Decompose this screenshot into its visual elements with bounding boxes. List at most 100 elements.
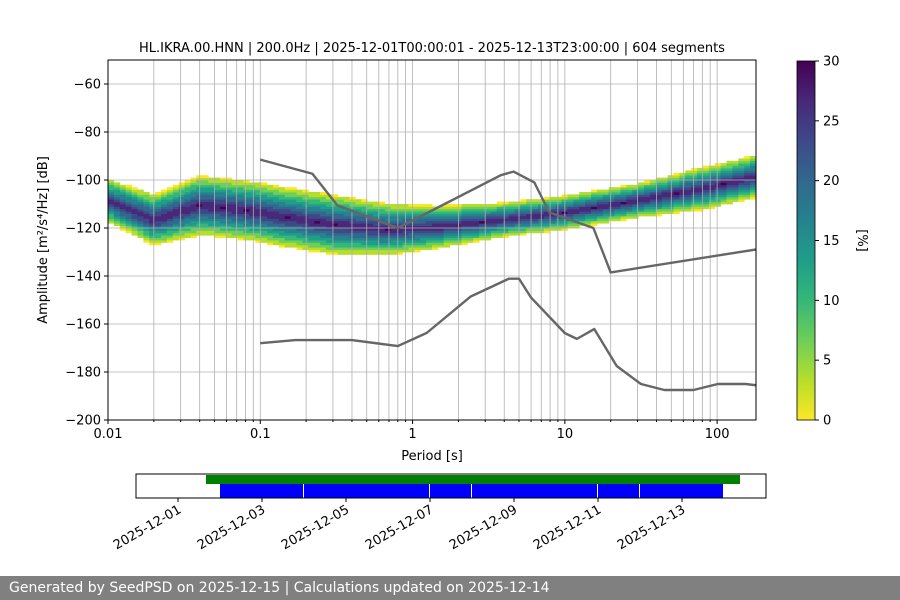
heatmap-cell [626,184,633,188]
heatmap-cell [638,201,645,205]
heatmap-cell [496,201,504,205]
heatmap-cell [614,206,621,210]
heatmap-cell [108,220,115,224]
heatmap-cell [278,240,286,243]
heatmap-cell [579,204,586,207]
heatmap-cell [702,206,710,210]
heatmap-cell [267,196,274,200]
heatmap-cell [667,199,674,202]
heatmap-cell [620,201,627,205]
heatmap-cell [473,211,480,214]
heatmap-cell [320,240,327,243]
heatmap-cell [373,213,380,217]
heatmap-cell [231,184,238,188]
heatmap-cell [591,208,598,212]
heatmap-cell [655,213,663,217]
heatmap-cell [667,194,674,198]
heatmap-cell [467,204,474,207]
heatmap-cell [178,208,185,212]
heatmap-cell [214,194,221,198]
chart-title: HL.IKRA.00.HNN | 200.0Hz | 2025-12-01T00… [139,41,725,56]
heatmap-cell [732,177,739,181]
heatmap-cell [272,228,280,231]
heatmap-cell [649,201,657,205]
heatmap-cell [178,216,185,219]
heatmap-cell [726,187,733,190]
heatmap-cell [720,163,727,166]
heatmap-cell [361,199,368,202]
heatmap-cell [219,225,227,229]
heatmap-cell [214,206,221,210]
heatmap-cell [685,192,692,195]
heatmap-cell [278,244,286,248]
heatmap-cell [490,218,498,222]
heatmap-cell [396,235,403,238]
heatmap-cell [137,216,144,219]
heatmap-cell [137,211,144,214]
heatmap-cell [302,211,309,214]
heatmap-cell [373,244,380,248]
heatmap-cell [161,206,168,210]
heatmap-cell [119,194,127,198]
heatmap-cell [278,196,286,200]
heatmap-cell [449,213,456,217]
heatmap-cell [296,201,303,205]
heatmap-cell [237,208,244,212]
heatmap-cell [373,228,380,231]
heatmap-cell [414,218,421,222]
heatmap-cell [390,237,398,241]
heatmap-cell [437,213,445,217]
heatmap-cell [231,180,238,183]
heatmap-cell [237,235,244,238]
heatmap-cell [449,220,456,224]
heatmap-cell [579,213,586,217]
heatmap-cell [467,220,474,224]
heatmap-cell [267,211,274,214]
heatmap-cell [337,196,345,200]
heatmap-cell [390,230,398,234]
heatmap-cell [131,204,138,207]
heatmap-cell [296,204,303,207]
psd-chart: HL.IKRA.00.HNN | 200.0Hz | 2025-12-01T00… [36,41,869,553]
heatmap-cell [208,216,215,219]
heatmap-cell [208,189,215,193]
heatmap-cell [178,189,185,193]
heatmap-cell [585,204,592,207]
heatmap-cell [750,194,756,198]
heatmap-cell [149,228,156,231]
heatmap-cell [119,213,127,217]
heatmap-cell [255,208,262,212]
heatmap-cell [378,232,386,236]
heatmap-cell [384,216,392,219]
heatmap-cell [149,206,156,210]
heatmap-cell [496,230,504,234]
heatmap-cell [243,237,250,241]
heatmap-cell [225,225,233,229]
heatmap-cell [502,204,509,207]
heatmap-cell [490,206,498,210]
heatmap-cell [278,187,286,190]
heatmap-cell [467,218,474,222]
heatmap-cell [667,201,674,205]
heatmap-cell [166,194,174,198]
heatmap-cell [626,213,633,217]
heatmap-cell [432,225,439,229]
heatmap-cell [479,225,486,229]
heatmap-cell [143,208,150,212]
heatmap-cell [284,201,292,205]
heatmap-cell [384,228,392,231]
heatmap-cell [355,247,362,250]
x-tick-label: 10 [557,427,574,442]
heatmap-cell [225,216,233,219]
heatmap-cell [113,206,121,210]
heatmap-cell [661,204,669,207]
heatmap-cell [255,228,262,231]
heatmap-cell [172,216,180,219]
heatmap-cell [602,196,610,200]
heatmap-cell [702,201,710,205]
heatmap-cell [219,204,227,207]
heatmap-cell [367,230,374,234]
heatmap-cell [708,187,716,190]
heatmap-cell [225,218,233,222]
heatmap-cell [255,194,262,198]
